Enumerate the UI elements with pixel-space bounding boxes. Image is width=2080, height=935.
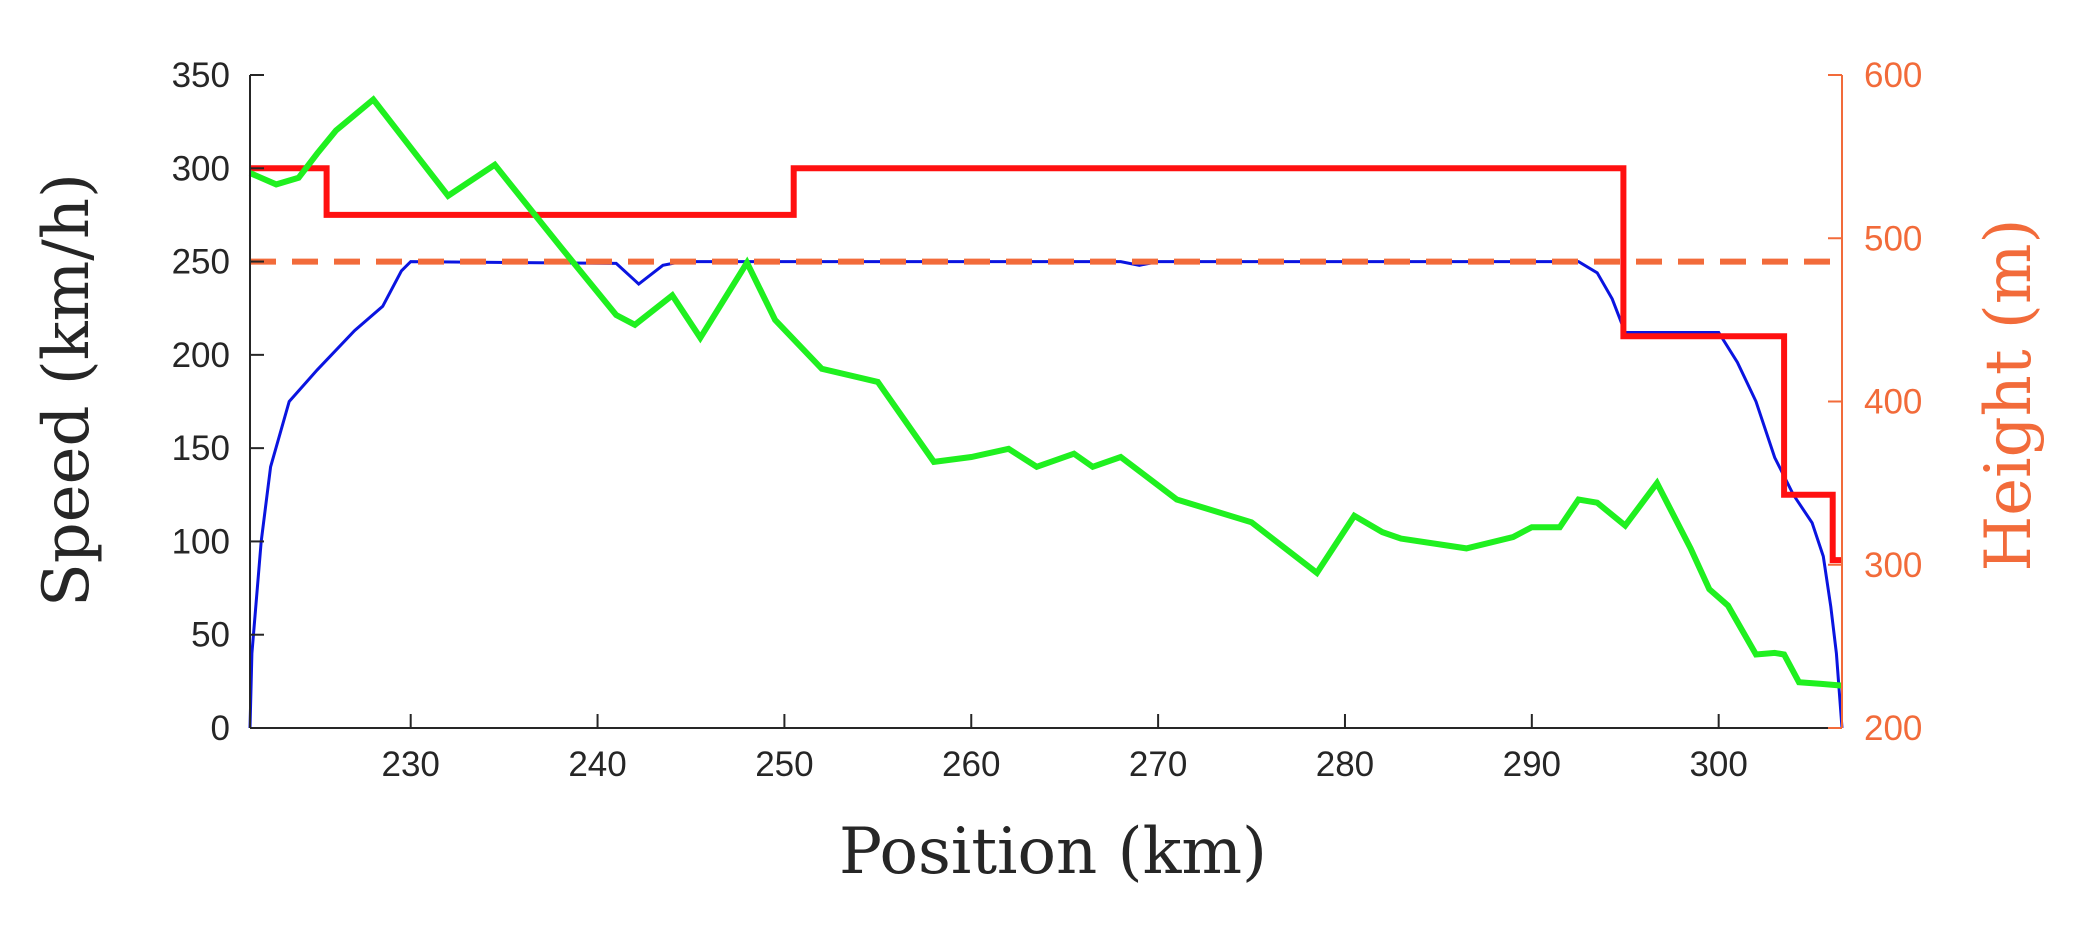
y2-tick-label: 500 <box>1864 219 1922 258</box>
x-tick-label: 300 <box>1689 745 1747 784</box>
plot-area <box>248 95 1844 729</box>
y-axis-title: Speed (km/h) <box>30 173 104 607</box>
x-tick-label: 230 <box>381 745 439 784</box>
x-axis-title: Position (km) <box>839 815 1267 889</box>
x-tick-label: 240 <box>568 745 626 784</box>
series-line-1 <box>248 260 1844 729</box>
y-tick-label: 350 <box>172 56 230 95</box>
y-tick-label: 300 <box>172 149 230 188</box>
x-tick-label: 250 <box>755 745 813 784</box>
y-tick-label: 250 <box>172 243 230 282</box>
y-tick-label: 200 <box>172 336 230 375</box>
y2-tick-label: 400 <box>1864 383 1922 422</box>
y-tick-label: 100 <box>172 522 230 561</box>
y2-tick-label: 300 <box>1864 546 1922 585</box>
x-tick-label: 280 <box>1316 745 1374 784</box>
y2-axis-title: Height (m) <box>1972 218 2046 571</box>
y-tick-label: 0 <box>211 709 230 748</box>
y2-tick-label: 600 <box>1864 56 1922 95</box>
x-tick-label: 270 <box>1129 745 1187 784</box>
series-line-2 <box>250 165 1842 564</box>
y-tick-label: 50 <box>191 616 230 655</box>
x-tick-label: 260 <box>942 745 1000 784</box>
axes: 230 240 250 260 270 280 290 300 0 50 100 150 200 250 3… <box>172 56 1923 784</box>
series-line-4 <box>248 95 1843 689</box>
x-tick-label: 290 <box>1503 745 1561 784</box>
y2-tick-label: 200 <box>1864 709 1922 748</box>
y-tick-label: 150 <box>172 429 230 468</box>
